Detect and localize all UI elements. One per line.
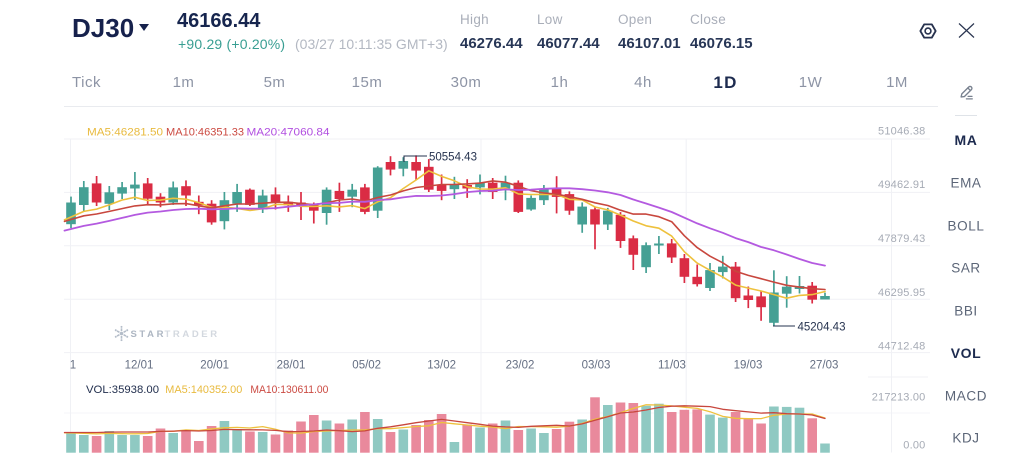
svg-text:46295.95: 46295.95	[878, 287, 925, 299]
svg-text:05/02: 05/02	[352, 360, 381, 372]
svg-text:11/03: 11/03	[658, 360, 686, 372]
svg-text:19/03: 19/03	[734, 360, 763, 372]
svg-text:VOL:35938.00: VOL:35938.00	[86, 384, 159, 396]
svg-text:03/03: 03/03	[582, 360, 611, 372]
svg-text:45204.43: 45204.43	[798, 322, 846, 334]
svg-text:MA5:46281.50: MA5:46281.50	[87, 127, 163, 139]
svg-text:12/01: 12/01	[125, 360, 154, 372]
svg-text:STAR: STAR	[131, 329, 167, 340]
svg-text:MA20:47060.84: MA20:47060.84	[247, 127, 330, 139]
svg-text:MA10:46351.33: MA10:46351.33	[166, 127, 244, 139]
svg-text:217213.00: 217213.00	[872, 392, 926, 404]
svg-text:47879.43: 47879.43	[878, 233, 925, 245]
svg-text:1: 1	[70, 360, 76, 372]
svg-text:49462.91: 49462.91	[878, 179, 925, 191]
svg-text:20/01: 20/01	[200, 360, 229, 372]
svg-text:MA5:140352.00: MA5:140352.00	[165, 384, 242, 396]
svg-text:23/02: 23/02	[506, 360, 535, 372]
svg-text:51046.38: 51046.38	[878, 126, 925, 138]
svg-text:28/01: 28/01	[277, 360, 306, 372]
svg-text:50554.43: 50554.43	[429, 152, 477, 164]
svg-text:27/03: 27/03	[810, 360, 839, 372]
svg-text:44712.48: 44712.48	[878, 341, 925, 353]
svg-text:MA10:130611.00: MA10:130611.00	[250, 384, 328, 396]
svg-text:13/02: 13/02	[427, 360, 456, 372]
svg-text:0.00: 0.00	[903, 440, 925, 452]
svg-text:TRADER: TRADER	[165, 329, 220, 340]
